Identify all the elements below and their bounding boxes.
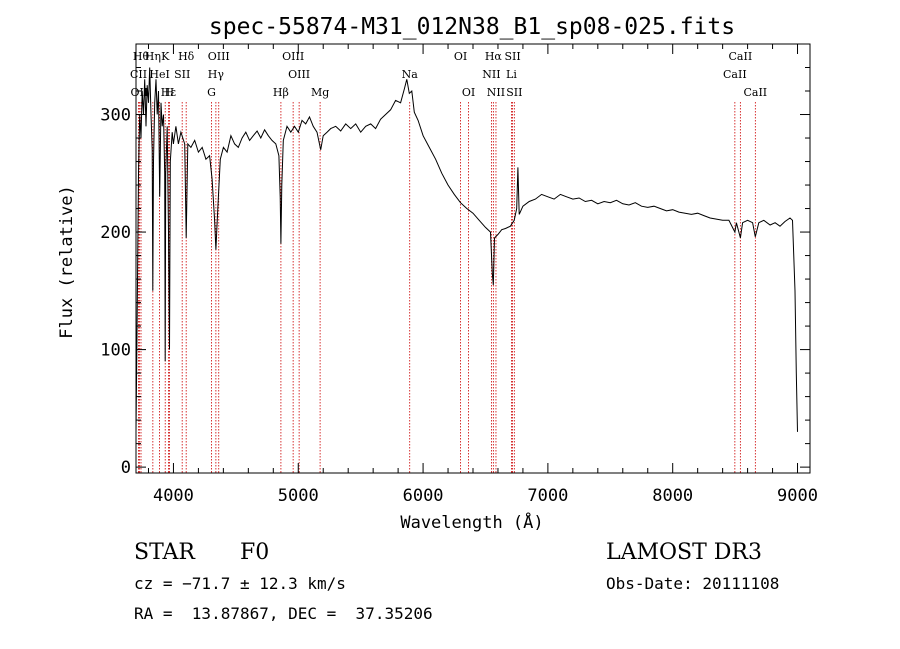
- line-label-CaII: CaII: [743, 86, 767, 99]
- line-label-Hα: Hα: [485, 50, 503, 63]
- line-label-CaII: CaII: [729, 50, 753, 63]
- line-label-OIII: OIII: [288, 68, 310, 81]
- line-label-Li: Li: [506, 68, 517, 81]
- x-tick-label: 9000: [777, 486, 818, 506]
- object-subclass: F0: [240, 540, 270, 565]
- chart-title: spec-55874-M31_012N38_B1_sp08-025.fits: [209, 14, 735, 40]
- line-label-G: G: [207, 86, 216, 99]
- x-tick-label: 5000: [278, 486, 319, 506]
- line-label-SII: SII: [504, 50, 520, 63]
- plot-frame: [135, 43, 811, 474]
- redshift-cz: cz = −71.7 ± 12.3 km/s: [134, 574, 346, 593]
- spectrum-series-line: [135, 67, 798, 432]
- y-axis-label: Flux (relative): [57, 185, 77, 339]
- line-label-H: H: [165, 86, 175, 99]
- x-tick-label: 6000: [403, 486, 444, 506]
- x-axis-label: Wavelength (Å): [400, 511, 543, 533]
- y-tick-label: 200: [100, 223, 131, 243]
- line-label-OI: OI: [454, 50, 467, 63]
- line-label-Hγ: Hγ: [208, 68, 225, 81]
- line-label-Hθ: Hθ: [133, 50, 150, 63]
- y-tick-label: 0: [121, 458, 131, 478]
- line-label-Hδ: Hδ: [178, 50, 195, 63]
- axes: 4000 5000 6000 7000 8000 9000 0 100 200 300: [100, 44, 818, 506]
- ra-dec-coordinates: RA = 13.87867, DEC = 37.35206: [134, 604, 433, 623]
- line-label-NII: NII: [487, 86, 505, 99]
- line-label-SII: SII: [506, 86, 522, 99]
- line-label-Hε: Hε: [161, 86, 177, 99]
- observation-date: Obs-Date: 20111108: [606, 574, 780, 593]
- line-label-HeI: HeI: [149, 68, 169, 81]
- line-label-NII: NII: [482, 68, 500, 81]
- line-label-OIII: OIII: [282, 50, 304, 63]
- y-tick-label: 300: [100, 106, 131, 126]
- line-label-OIII: OIII: [208, 50, 230, 63]
- line-label-SII: SII: [174, 68, 190, 81]
- object-class: STAR: [134, 540, 195, 565]
- line-label-OI: OI: [462, 86, 475, 99]
- y-tick-label: 100: [100, 341, 131, 361]
- line-label-Hβ: Hβ: [273, 86, 289, 99]
- line-label-K: K: [161, 50, 170, 63]
- x-tick-label: 8000: [652, 486, 693, 506]
- line-label-Mg: Mg: [311, 86, 329, 99]
- x-tick-label: 4000: [153, 486, 194, 506]
- survey-name: LAMOST DR3: [606, 540, 762, 565]
- line-label-CaII: CaII: [723, 68, 747, 81]
- line-label-CII: CII: [130, 68, 147, 81]
- line-label-Hη: Hη: [145, 50, 161, 63]
- line-label-Na: Na: [402, 68, 419, 81]
- x-tick-label: 7000: [527, 486, 568, 506]
